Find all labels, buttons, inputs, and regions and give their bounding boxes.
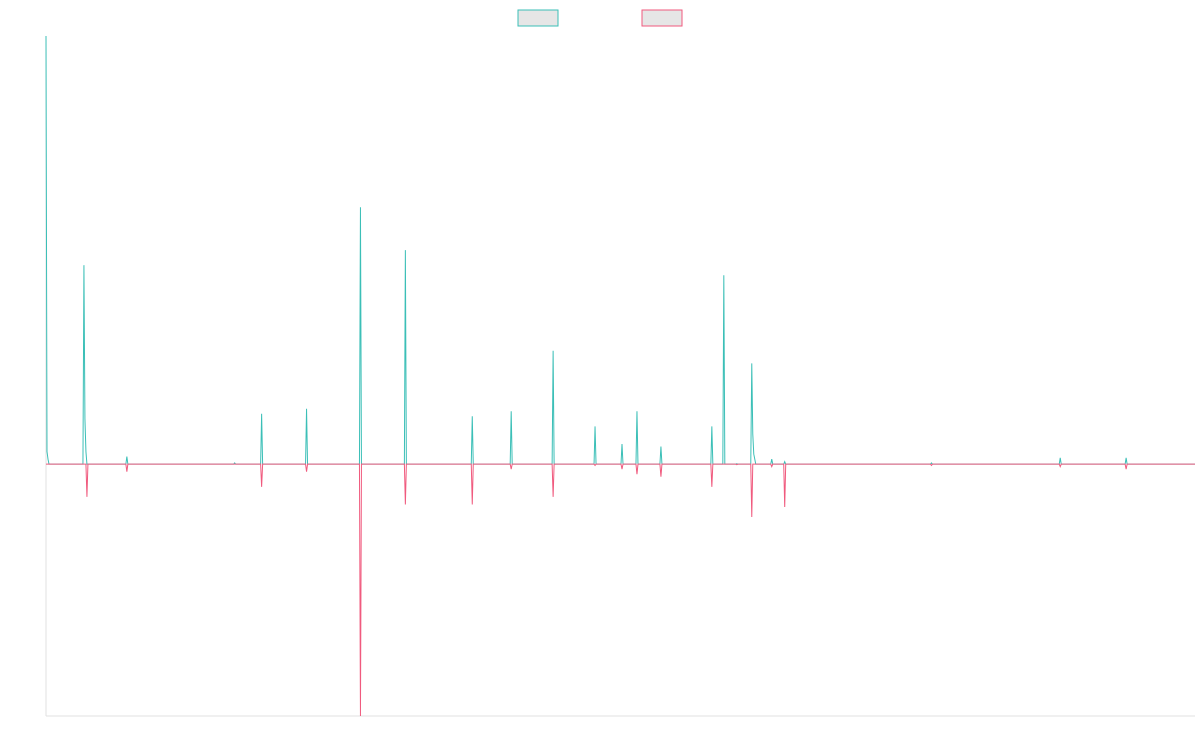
axes bbox=[45, 36, 1195, 717]
series-line-1 bbox=[45, 35, 1195, 465]
legend-swatch-series-1[interactable] bbox=[517, 9, 559, 27]
series-layer bbox=[45, 35, 1195, 717]
legend-swatch-series-2[interactable] bbox=[641, 9, 683, 27]
series-line-2 bbox=[46, 463, 1195, 717]
legend bbox=[517, 9, 683, 27]
